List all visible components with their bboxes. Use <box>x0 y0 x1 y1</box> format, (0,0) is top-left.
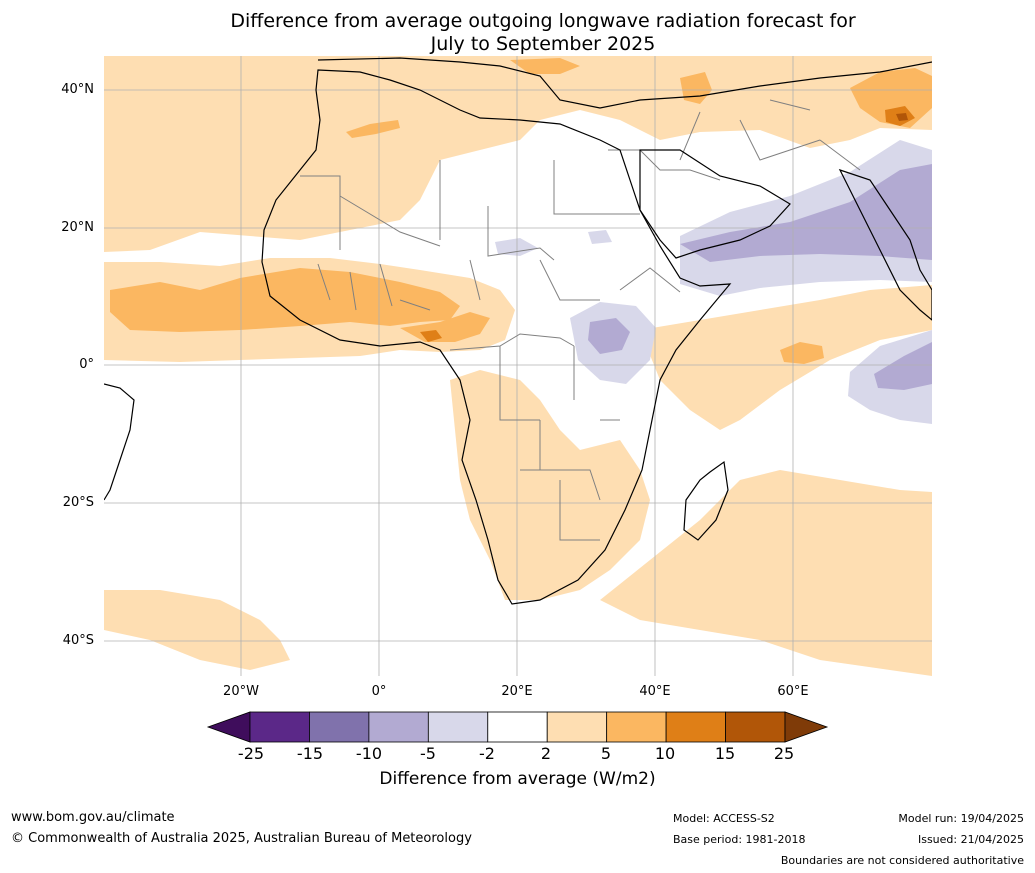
colorbar-title: Difference from average (W/m2) <box>379 769 656 789</box>
colorbar-tick: 25 <box>773 744 795 763</box>
graticule <box>104 56 932 676</box>
positive-anomaly-strong <box>420 106 915 342</box>
colorbar-segment <box>427 711 489 743</box>
lon-label-0: 0° <box>371 684 387 699</box>
pos-strong-gulf-guinea <box>420 330 442 342</box>
colorbar <box>206 711 829 743</box>
border-lines-middle-east <box>608 99 861 181</box>
pos-light-south-indian <box>600 470 932 676</box>
lat-label-40s: 40°S <box>62 633 94 648</box>
colorbar-extend-high <box>784 711 829 743</box>
colorbar-tick: 5 <box>600 744 612 763</box>
website-link[interactable]: www.bom.gov.au/climate <box>11 810 175 825</box>
positive-anomaly-light <box>104 56 932 676</box>
map-area <box>104 56 932 676</box>
lat-label-40n: 40°N <box>61 82 94 97</box>
colorbar-segment <box>665 711 726 743</box>
map-title-line1: Difference from average outgoing longwav… <box>230 10 856 32</box>
copyright-notice: © Commonwealth of Australia 2025, Austra… <box>11 831 472 846</box>
lon-label-60e: 60°E <box>777 684 809 699</box>
colorbar-segment <box>725 711 786 743</box>
pos-mid-mediterranean <box>680 72 712 104</box>
lon-label-20e: 20°E <box>501 684 533 699</box>
issued-date: Issued: 21/04/2025 <box>917 833 1024 846</box>
colorbar-tick: -15 <box>296 744 324 763</box>
pos-strongest-middle-east <box>896 113 908 121</box>
model-run-date: Model run: 19/04/2025 <box>898 812 1024 825</box>
neg-light-sudan-spot <box>588 230 612 244</box>
colorbar-tick: 2 <box>540 744 552 763</box>
colorbar-segment <box>368 711 429 743</box>
neg-mid-arabian-sea <box>680 164 932 262</box>
colorbar-tick: 15 <box>714 744 736 763</box>
coastline-africa <box>261 69 732 605</box>
lon-label-20w: 20°W <box>223 684 259 699</box>
neg-mid-indian-ocean <box>874 342 932 390</box>
country-borders <box>300 99 861 541</box>
pos-light-south-atlantic <box>104 590 290 670</box>
colorbar-tick: -25 <box>237 744 265 763</box>
negative-anomaly-mid <box>588 164 932 390</box>
lon-label-40e: 40°E <box>639 684 671 699</box>
pos-mid-west-africa <box>110 268 460 332</box>
neg-mid-east-africa <box>588 318 630 354</box>
pos-mid-europe <box>510 58 580 74</box>
map-title-line2: July to September 2025 <box>430 33 656 55</box>
pos-mid-middle-east <box>850 68 932 128</box>
pos-mid-north-africa <box>346 120 400 138</box>
neg-light-sahel-spot <box>495 238 538 256</box>
border-lines-sahara <box>300 160 640 311</box>
coastlines <box>104 57 932 605</box>
colorbar-segment <box>606 711 667 743</box>
lat-label-0: 0° <box>79 357 94 372</box>
coastline-arabia <box>639 149 791 259</box>
base-period: Base period: 1981-2018 <box>673 833 806 846</box>
coastline-india <box>838 168 932 321</box>
lat-label-20s: 20°S <box>62 495 94 510</box>
model-name: Model: ACCESS-S2 <box>673 812 775 825</box>
coastline-south-america <box>104 383 135 501</box>
border-lines-central <box>449 267 681 541</box>
colorbar-tick: -10 <box>355 744 383 763</box>
colorbar-tick: -5 <box>420 744 436 763</box>
coastline-europe <box>317 57 932 109</box>
colorbar-tick: 10 <box>654 744 676 763</box>
colorbar-extend-low <box>206 711 251 743</box>
colorbar-segment <box>487 711 548 743</box>
positive-anomaly-mid <box>110 58 932 364</box>
pos-light-north-atlantic-med <box>104 56 932 252</box>
boundaries-disclaimer: Boundaries are not considered authoritat… <box>780 854 1024 867</box>
colorbar-tick: -2 <box>479 744 495 763</box>
pos-light-southern-africa <box>450 370 650 600</box>
pos-mid-arabian-sea <box>780 342 824 364</box>
lat-label-20n: 20°N <box>61 220 94 235</box>
coastline-madagascar <box>683 460 729 541</box>
map-title: Difference from average outgoing longwav… <box>0 10 1035 56</box>
colorbar-segment <box>309 711 370 743</box>
colorbar-segment <box>249 711 310 743</box>
colorbar-segment <box>546 711 608 743</box>
